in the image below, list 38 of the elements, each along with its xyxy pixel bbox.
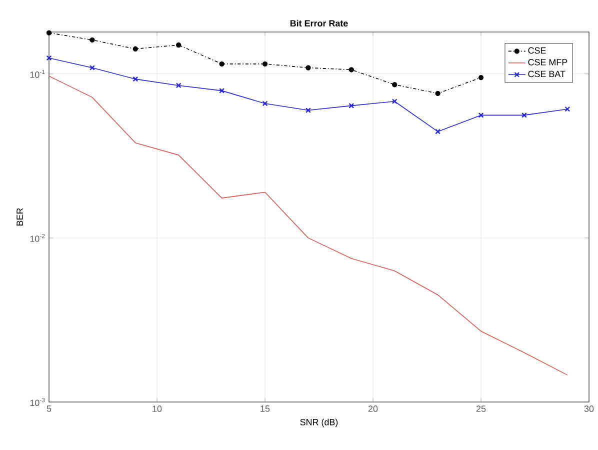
- x-tick-label: 20: [368, 406, 378, 412]
- point: [46, 30, 52, 36]
- point: [219, 61, 224, 67]
- chart-title: Bit Error Rate: [290, 20, 348, 26]
- y-tick-label: 10$^{-2}$: [30, 234, 45, 242]
- line-series: [49, 76, 568, 376]
- point: [176, 42, 182, 48]
- y-tick-label: 10$^{-1}$: [30, 70, 45, 78]
- x-axis-title: SNR (dB): [300, 418, 338, 428]
- x-tick-label: 25: [476, 406, 486, 412]
- x-tick-label: 15: [260, 406, 270, 412]
- point: [521, 112, 527, 118]
- legend-label: CSE BAT: [528, 70, 566, 78]
- point: [262, 61, 268, 67]
- legend-label: CSE MFP: [528, 59, 568, 66]
- legend-label: CSE: [528, 47, 546, 54]
- point: [219, 88, 225, 94]
- point: [132, 76, 138, 82]
- point: [262, 100, 268, 106]
- x-tick-label: 10: [152, 406, 162, 412]
- point: [90, 37, 95, 43]
- x-tick-label: 30: [584, 406, 594, 412]
- point: [305, 108, 311, 113]
- y-tick-label: 10$^{-3}$: [30, 398, 45, 406]
- point: [348, 67, 354, 72]
- x-tick-label: 5: [46, 406, 52, 412]
- point: [132, 46, 138, 52]
- point: [176, 82, 182, 88]
- point: [348, 102, 354, 108]
- point: [306, 65, 311, 70]
- y-axis-title: BER: [16, 208, 23, 226]
- point: [435, 90, 440, 96]
- point: [478, 112, 484, 118]
- point: [89, 65, 95, 70]
- point: [392, 98, 398, 104]
- point: [392, 82, 398, 88]
- point: [478, 74, 484, 80]
- point: [435, 128, 441, 134]
